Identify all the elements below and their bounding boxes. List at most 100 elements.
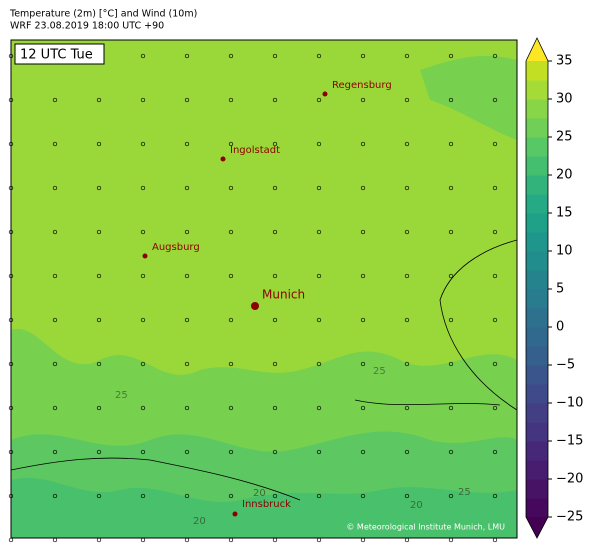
station	[492, 537, 498, 543]
station	[492, 141, 498, 147]
colorbar-tick-label: −20	[556, 472, 583, 487]
city-label: Munich	[262, 288, 305, 302]
station	[448, 185, 454, 191]
contour-label: 25	[458, 487, 471, 498]
station	[52, 449, 58, 455]
station	[140, 97, 146, 103]
station	[184, 361, 190, 367]
station	[272, 185, 278, 191]
station	[140, 141, 146, 147]
station	[316, 273, 322, 279]
colorbar-band	[526, 422, 548, 442]
city-label: Regensburg	[332, 80, 392, 91]
contour-label: 25	[115, 390, 128, 401]
colorbar-band	[526, 479, 548, 499]
border	[439, 239, 518, 301]
station	[228, 273, 234, 279]
subtitle: WRF 23.08.2019 18:00 UTC +90	[10, 21, 164, 32]
station	[272, 273, 278, 279]
station	[272, 493, 278, 499]
station	[316, 493, 322, 499]
station	[404, 185, 410, 191]
station	[448, 141, 454, 147]
station	[228, 97, 234, 103]
station	[316, 97, 322, 103]
colorbar-band	[526, 194, 548, 214]
station	[140, 273, 146, 279]
station	[184, 185, 190, 191]
station	[316, 537, 322, 543]
station	[140, 317, 146, 323]
station	[52, 493, 58, 499]
border	[10, 299, 518, 501]
colorbar-band	[526, 137, 548, 157]
station	[448, 53, 454, 59]
colorbar-band	[526, 346, 548, 366]
station	[52, 361, 58, 367]
colorbar-tick-label: 5	[556, 282, 564, 297]
colorbar-band	[526, 61, 548, 81]
station	[140, 361, 146, 367]
city-label: Innsbruck	[242, 499, 291, 510]
credit: © Meteorological Institute Munich, LMU	[346, 523, 505, 532]
station	[448, 229, 454, 235]
station	[360, 537, 366, 543]
station	[316, 449, 322, 455]
colorbar-band	[526, 270, 548, 290]
station	[228, 537, 234, 543]
terrain	[11, 477, 517, 538]
colorbar-band	[526, 308, 548, 328]
station	[316, 185, 322, 191]
contour-label: 20	[410, 500, 423, 511]
station	[360, 229, 366, 235]
station	[228, 141, 234, 147]
station	[404, 97, 410, 103]
colorbar-band	[526, 498, 548, 518]
colorbar-band	[526, 156, 548, 176]
station	[184, 493, 190, 499]
station	[140, 185, 146, 191]
station	[404, 537, 410, 543]
station	[52, 97, 58, 103]
station	[272, 405, 278, 411]
station	[96, 405, 102, 411]
station	[316, 405, 322, 411]
station	[360, 405, 366, 411]
station	[52, 185, 58, 191]
station	[52, 229, 58, 235]
colorbar-band	[526, 289, 548, 309]
station	[140, 537, 146, 543]
station	[360, 141, 366, 147]
station	[448, 493, 454, 499]
station	[184, 537, 190, 543]
station	[52, 141, 58, 147]
colorbar-band	[526, 175, 548, 195]
station	[448, 537, 454, 543]
station	[184, 97, 190, 103]
station	[360, 185, 366, 191]
station	[316, 361, 322, 367]
station	[228, 405, 234, 411]
station	[404, 53, 410, 59]
station	[96, 537, 102, 543]
station	[360, 493, 366, 499]
station	[448, 273, 454, 279]
colorbar-band	[526, 118, 548, 138]
station	[448, 449, 454, 455]
colorbar-tick-label: 10	[556, 244, 573, 259]
contour-label: 25	[373, 366, 386, 377]
station	[272, 537, 278, 543]
station	[52, 273, 58, 279]
station	[316, 229, 322, 235]
contour-label: 20	[193, 516, 206, 527]
station	[316, 317, 322, 323]
station	[272, 361, 278, 367]
time-label: 12 UTC Tue	[20, 48, 93, 63]
colorbar-band	[526, 80, 548, 100]
station	[360, 97, 366, 103]
station	[140, 53, 146, 59]
station	[492, 405, 498, 411]
map: 12 UTC Tue Regensburg Ingolstadt Augsbur…	[8, 39, 518, 543]
station	[96, 141, 102, 147]
